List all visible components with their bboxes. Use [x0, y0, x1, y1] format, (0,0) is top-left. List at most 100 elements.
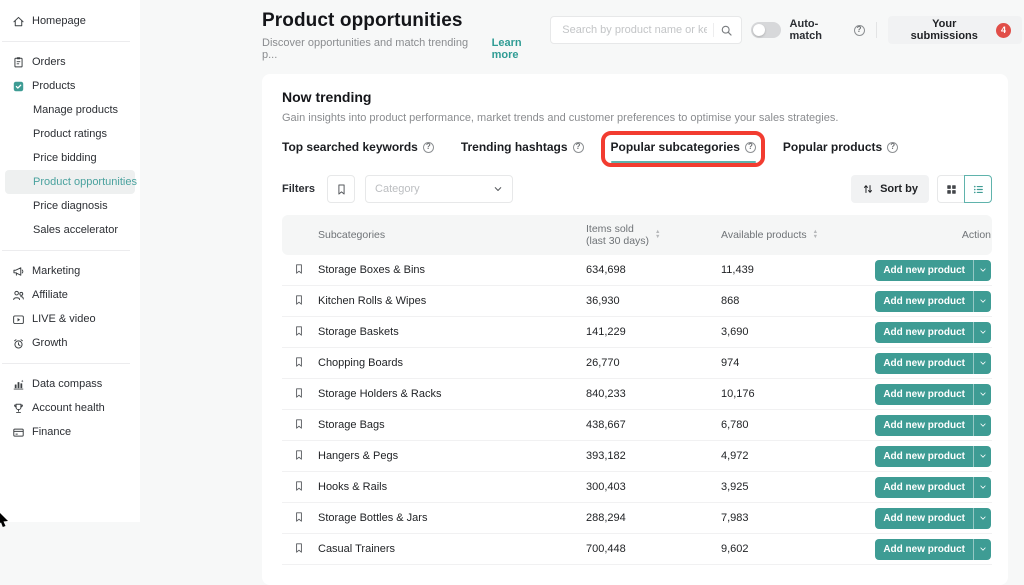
sort-arrows-icon[interactable]: ▲ ▼	[812, 229, 819, 240]
bookmark-icon[interactable]	[293, 325, 305, 337]
add-product-dropdown-button[interactable]	[973, 538, 991, 560]
sidebar-item-icon	[12, 378, 25, 391]
tab-label: Popular subcategories	[610, 140, 740, 154]
add-new-product-button[interactable]: Add new product	[875, 290, 973, 312]
add-product-dropdown-button[interactable]	[973, 445, 991, 467]
help-icon[interactable]	[422, 141, 434, 153]
tab[interactable]: Trending hashtags	[461, 140, 584, 163]
add-product-dropdown-button[interactable]	[973, 383, 991, 405]
chevron-down-icon	[979, 359, 987, 367]
table-row: Storage Boxes & Bins 634,698 11,439 Add …	[282, 255, 992, 286]
sidebar-item[interactable]: Product ratings	[0, 122, 140, 146]
add-new-product-button[interactable]: Add new product	[875, 507, 973, 529]
chevron-down-icon	[493, 184, 503, 194]
items-sold-value: 141,229	[586, 326, 626, 338]
bookmark-icon[interactable]	[293, 294, 305, 306]
bookmark-icon[interactable]	[293, 418, 305, 430]
sidebar-item[interactable]: Account health	[0, 396, 140, 420]
add-product-dropdown-button[interactable]	[973, 290, 991, 312]
add-product-dropdown-button[interactable]	[973, 476, 991, 498]
category-select[interactable]: Category	[365, 175, 514, 203]
items-sold-value: 438,667	[586, 419, 626, 431]
tab[interactable]: Popular subcategories	[600, 131, 765, 167]
search-box[interactable]	[550, 16, 742, 44]
search-input[interactable]	[560, 23, 709, 37]
sidebar-item[interactable]: Growth	[0, 331, 140, 355]
help-icon[interactable]	[572, 141, 584, 153]
sidebar-item-label: Products	[32, 80, 76, 92]
header-items-sold[interactable]: Items sold (last 30 days) ▲ ▼	[586, 223, 721, 247]
chevron-down-icon	[979, 514, 987, 522]
bookmark-icon[interactable]	[293, 480, 305, 492]
bookmark-icon[interactable]	[293, 263, 305, 275]
sort-by-label: Sort by	[880, 183, 918, 195]
tab-label: Top searched keywords	[282, 140, 418, 154]
sidebar-item[interactable]: Data compass	[0, 363, 140, 396]
sidebar-item[interactable]: Sales accelerator	[0, 218, 140, 242]
add-new-product-button[interactable]: Add new product	[875, 476, 973, 498]
your-submissions-button[interactable]: Your submissions 4	[887, 16, 1022, 44]
sidebar-item[interactable]: Products	[0, 74, 140, 98]
list-view-button[interactable]	[964, 175, 992, 203]
add-product-dropdown-button[interactable]	[973, 321, 991, 343]
auto-match-toggle[interactable]	[750, 22, 781, 38]
sidebar-item[interactable]: Product opportunities	[5, 170, 137, 194]
subcategory-name: Casual Trainers	[318, 543, 396, 555]
sidebar-item[interactable]: Affiliate	[0, 283, 140, 307]
bookmark-icon[interactable]	[293, 542, 305, 554]
sidebar-item-label: Account health	[32, 402, 105, 414]
add-new-product-button[interactable]: Add new product	[875, 538, 973, 560]
tab[interactable]: Top searched keywords	[282, 140, 434, 163]
add-new-product-button[interactable]: Add new product	[875, 352, 973, 374]
add-new-product-button[interactable]: Add new product	[875, 259, 973, 281]
sidebar-item[interactable]: Homepage	[0, 9, 140, 33]
add-product-dropdown-button[interactable]	[973, 507, 991, 529]
add-new-product-button[interactable]: Add new product	[875, 445, 973, 467]
sidebar-item[interactable]: Price diagnosis	[0, 194, 140, 218]
add-product-dropdown-button[interactable]	[973, 414, 991, 436]
items-sold-value: 288,294	[586, 512, 626, 524]
grid-view-button[interactable]	[937, 175, 965, 203]
bookmark-icon[interactable]	[293, 356, 305, 368]
saved-filters-button[interactable]	[327, 175, 356, 203]
sidebar-item[interactable]: Price bidding	[0, 146, 140, 170]
sort-by-button[interactable]: Sort by	[851, 175, 929, 203]
add-new-product-split-button: Add new product	[875, 414, 991, 436]
help-icon[interactable]	[853, 24, 865, 36]
tab[interactable]: Popular products	[782, 140, 899, 163]
sidebar-item[interactable]: Manage products	[0, 98, 140, 122]
items-sold-value: 634,698	[586, 264, 626, 276]
available-products-value: 4,972	[721, 450, 749, 462]
header-available-products[interactable]: Available products ▲ ▼	[721, 229, 873, 241]
sidebar-item[interactable]: Orders	[0, 41, 140, 74]
table-row: Storage Bottles & Jars 288,294 7,983 Add…	[282, 503, 992, 534]
available-products-value: 3,690	[721, 326, 749, 338]
sidebar-item[interactable]: LIVE & video	[0, 307, 140, 331]
bookmark-icon[interactable]	[293, 387, 305, 399]
add-new-product-button[interactable]: Add new product	[875, 414, 973, 436]
tab-bar: Top searched keywords Trending hashtags …	[282, 131, 992, 167]
sidebar-item-label: Growth	[32, 337, 68, 349]
learn-more-link[interactable]: Learn more	[491, 37, 522, 61]
help-icon[interactable]	[887, 141, 899, 153]
tab-label: Popular products	[782, 140, 883, 154]
page-header: Product opportunities Discover opportuni…	[262, 10, 1022, 61]
items-sold-value: 840,233	[586, 388, 626, 400]
search-icon[interactable]	[720, 24, 733, 37]
table-row: Chopping Boards 26,770 974 Add new produ…	[282, 348, 992, 379]
tab-label: Trending hashtags	[460, 140, 568, 154]
bookmark-icon[interactable]	[293, 449, 305, 461]
add-new-product-button[interactable]: Add new product	[875, 383, 973, 405]
add-new-product-button[interactable]: Add new product	[875, 321, 973, 343]
add-product-dropdown-button[interactable]	[973, 259, 991, 281]
sort-arrows-icon[interactable]: ▲ ▼	[655, 229, 661, 240]
sidebar-item[interactable]: Marketing	[0, 250, 140, 283]
add-product-dropdown-button[interactable]	[973, 352, 991, 374]
help-icon[interactable]	[744, 141, 756, 153]
bookmark-icon[interactable]	[293, 511, 305, 523]
toggle-knob	[752, 24, 765, 36]
header-controls: Auto-match Your submissions 4	[550, 16, 1022, 44]
app-window: { "sidebar": { "items": [ { "label": "Ho…	[0, 0, 1024, 522]
sidebar-item[interactable]: Finance	[0, 420, 140, 444]
sidebar-item-label: Price diagnosis	[33, 200, 108, 212]
